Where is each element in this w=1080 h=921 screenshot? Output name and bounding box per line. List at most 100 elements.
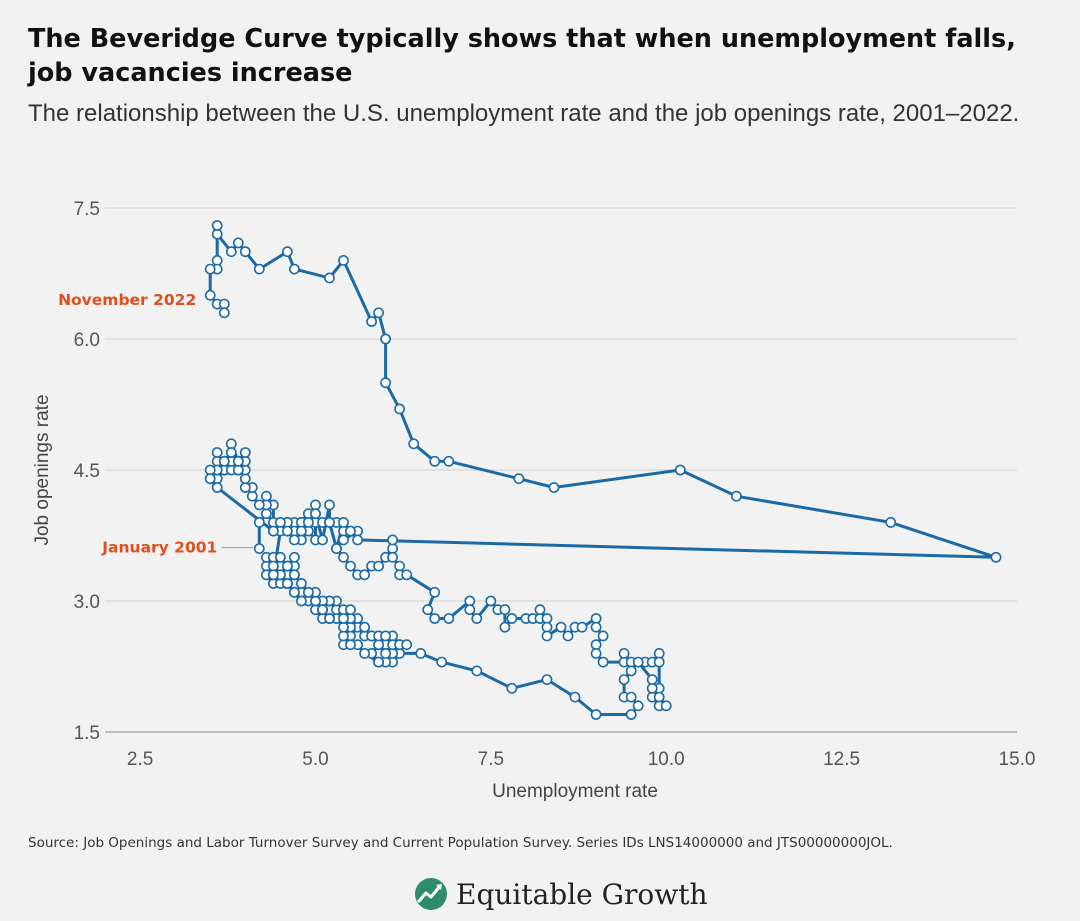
data-point <box>731 490 742 502</box>
data-point <box>267 525 279 537</box>
gridlines <box>105 207 1017 733</box>
data-point <box>443 455 455 467</box>
data-point <box>218 307 230 319</box>
x-tick-label: 10.0 <box>648 749 685 770</box>
data-point <box>274 517 286 528</box>
data-point <box>569 691 581 703</box>
data-point <box>464 595 476 607</box>
data-point <box>211 228 223 240</box>
x-tick-label: 7.5 <box>478 749 504 770</box>
source-note: Source: Job Openings and Labor Turnover … <box>28 835 893 851</box>
data-point <box>429 455 441 467</box>
data-point <box>429 613 441 624</box>
chart-title: The Beveridge Curve typically shows that… <box>28 24 1016 88</box>
data-point <box>345 560 356 572</box>
data-point <box>338 534 349 546</box>
data-point <box>302 586 314 598</box>
data-point <box>239 473 251 485</box>
data-point <box>225 438 237 450</box>
x-axis-label: Unemployment rate <box>492 781 658 802</box>
y-axis-label: Job openings rate <box>32 394 53 545</box>
data-point <box>632 656 644 668</box>
data-point <box>541 613 553 624</box>
data-point <box>541 630 553 642</box>
data-point <box>232 237 244 249</box>
data-point <box>310 595 321 607</box>
data-point <box>597 630 609 642</box>
data-point <box>625 709 637 720</box>
data-point <box>310 508 321 520</box>
x-tick-label: 2.5 <box>127 749 153 770</box>
data-point <box>352 534 363 546</box>
data-point <box>331 543 342 554</box>
data-point <box>387 534 398 546</box>
data-point <box>408 438 420 450</box>
data-point <box>632 700 644 712</box>
data-point <box>422 604 434 616</box>
y-tick-label: 6.0 <box>74 330 100 351</box>
data-point <box>366 316 377 327</box>
data-point <box>394 403 405 415</box>
january-2001-label: January 2001 <box>101 539 217 557</box>
data-point <box>324 517 335 528</box>
x-tick-label: 12.5 <box>823 749 860 770</box>
brand-logo: Equitable Growth <box>414 872 708 916</box>
data-point <box>464 604 476 616</box>
data-point <box>338 551 349 563</box>
data-point <box>232 464 244 476</box>
y-tick-label: 4.5 <box>74 461 100 482</box>
x-tick-label: 5.0 <box>302 749 328 770</box>
data-point <box>267 569 279 581</box>
data-point <box>359 569 370 581</box>
data-point <box>548 482 560 493</box>
data-point <box>260 490 272 502</box>
data-point <box>295 595 307 607</box>
data-point <box>253 517 265 528</box>
data-point <box>590 621 602 633</box>
data-point <box>513 473 525 485</box>
data-point <box>239 482 251 493</box>
data-point <box>218 455 230 467</box>
data-point <box>562 630 574 642</box>
data-point <box>380 630 391 642</box>
data-point <box>232 455 244 467</box>
data-point <box>885 517 897 528</box>
data-point <box>471 665 483 677</box>
data-point <box>485 595 497 607</box>
data-point <box>380 377 391 389</box>
data-point <box>281 246 293 258</box>
data-point <box>373 560 384 572</box>
data-point <box>345 525 356 537</box>
data-point <box>499 604 511 616</box>
data-point <box>590 709 602 720</box>
data-point <box>239 447 251 458</box>
data-point <box>534 604 546 616</box>
data-point <box>625 691 637 703</box>
data-point <box>401 569 413 581</box>
data-point <box>660 700 672 712</box>
data-point <box>380 333 391 345</box>
x-tick-label: 15.0 <box>999 749 1036 770</box>
data-point <box>625 665 637 677</box>
data-point <box>218 298 230 310</box>
data-point <box>211 254 223 266</box>
data-point <box>373 656 384 668</box>
y-axis-ticks: 1.5 3.0 4.5 6.0 7.5 <box>74 199 100 744</box>
y-tick-label: 3.0 <box>74 592 100 613</box>
annotations: January 2001 November 2022 <box>58 291 254 557</box>
data-point <box>317 604 328 616</box>
data-point <box>338 517 349 528</box>
data-point <box>288 586 300 598</box>
data-point <box>646 674 658 685</box>
data-point <box>653 648 665 659</box>
data-point <box>387 551 398 563</box>
data-point <box>281 578 293 589</box>
data-point <box>674 464 686 476</box>
data-point <box>373 307 384 319</box>
data-point <box>260 508 272 520</box>
brand-name: Equitable Growth <box>456 877 708 911</box>
data-point <box>274 551 286 563</box>
y-tick-label: 7.5 <box>74 199 100 220</box>
data-point <box>471 613 483 624</box>
data-point <box>253 543 265 554</box>
